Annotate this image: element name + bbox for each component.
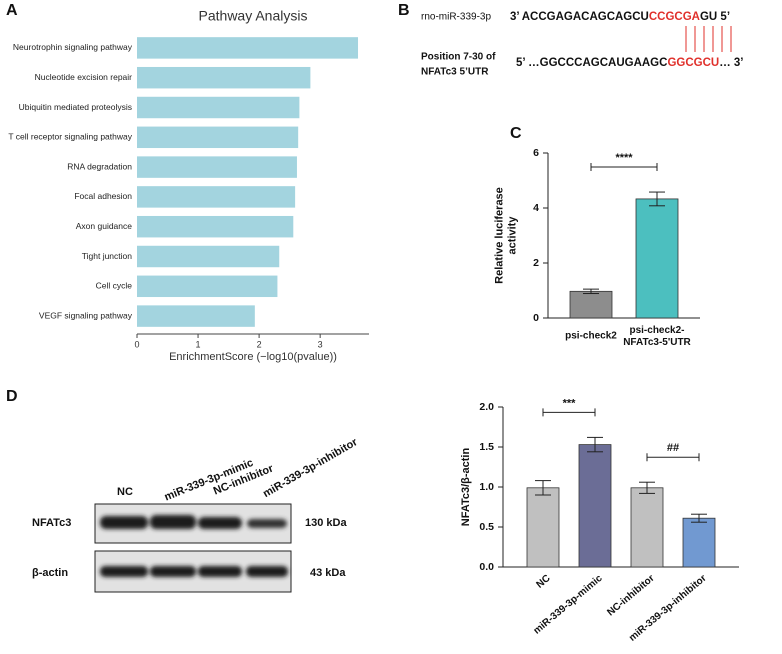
y-tick-label: Nucleotide excision repair [35, 72, 132, 82]
mirna-name: rno-miR-339-3p [421, 12, 491, 23]
bar [630, 487, 664, 568]
y-axis-label: NFATc3/β-actin [460, 448, 472, 527]
row-label: NFATc3 [32, 517, 71, 529]
target-name: NFATc3 5’UTR [421, 67, 489, 78]
significance-label: *** [563, 397, 577, 409]
significance-label: ## [667, 442, 679, 454]
x-tick-label: NC [534, 573, 552, 591]
bar [137, 126, 299, 149]
y-tick-label: 0 [533, 312, 539, 324]
y-tick-label: 1.0 [479, 481, 494, 493]
lane-label: miR-339-3p-inhibitor [261, 436, 360, 500]
x-tick-label: 2 [257, 339, 262, 349]
significance-label: **** [615, 152, 633, 164]
bar [137, 305, 255, 327]
bar [682, 517, 716, 568]
text-line: Relative luciferase [493, 187, 505, 284]
y-tick-label: 2.0 [479, 401, 494, 413]
bar [137, 156, 297, 178]
y-tick-label: VEGF signaling pathway [39, 310, 133, 320]
seed: GGCGCU [667, 57, 719, 69]
panel-label: A [6, 2, 18, 19]
y-tick-label: Tight junction [82, 251, 133, 261]
bar [569, 290, 613, 319]
y-tick-label: 2 [533, 257, 539, 269]
y-tick-label: Focal adhesion [74, 191, 132, 201]
y-tick-label: Ubiquitin mediated proteolysis [19, 102, 132, 112]
text-line: activity [507, 216, 519, 255]
bar [526, 487, 560, 568]
text-line: NFATc3-5'UTR [623, 337, 691, 348]
bar [137, 66, 311, 89]
row-label: β-actin [32, 567, 68, 579]
text-line: psi-check2- [629, 325, 684, 336]
bar [137, 275, 278, 298]
y-tick-label: RNA degradation [67, 161, 132, 171]
y-tick-label: 4 [533, 202, 539, 214]
x-tick-label: 0 [134, 339, 139, 349]
seq-part: … 3’ [719, 57, 743, 69]
panel-label: D [6, 388, 18, 405]
bar [137, 96, 300, 119]
size-label: 130 kDa [305, 517, 347, 529]
blot-image [94, 503, 292, 593]
target-sequence: 5’ …GGCCCAGCAUGAAGCGGCGCU… 3’ [516, 57, 743, 69]
x-tick-label: psi-check2-NFATc3-5'UTR [623, 325, 691, 348]
lane-label: NC [117, 486, 133, 498]
y-tick-label: 0.5 [479, 521, 494, 533]
bar [137, 37, 359, 59]
y-axis-label: Relative luciferaseactivity [493, 187, 518, 284]
bar [137, 245, 280, 268]
y-tick-label: 1.5 [479, 441, 494, 453]
seq-part: 3’ ACCGAGACAGCAGCU [510, 11, 649, 23]
target-name: Position 7-30 of [421, 52, 496, 63]
mirna-sequence: 3’ ACCGAGACAGCAGCUCCGCGAGU 5’ [510, 11, 730, 23]
y-tick-label: Axon guidance [76, 221, 133, 231]
pairing-lines [685, 26, 732, 52]
seed: CCGCGA [649, 11, 700, 23]
x-tick-label: psi-check2 [565, 331, 617, 342]
x-tick-label: NC-inhibitor [605, 573, 656, 619]
chart-title: Pathway Analysis [199, 8, 308, 24]
size-label: 43 kDa [310, 567, 346, 579]
bar [635, 198, 679, 319]
x-axis-label: EnrichmentScore (−log10(pvalue)) [169, 351, 337, 363]
y-tick-label: Cell cycle [96, 281, 133, 291]
bar [137, 215, 294, 238]
seq-part: 5’ …GGCCCAGCAUGAAGC [516, 57, 667, 69]
panel-label: B [398, 2, 410, 19]
y-tick-label: 6 [533, 147, 539, 159]
y-tick-label: Neurotrophin signaling pathway [13, 42, 133, 52]
bar [137, 186, 296, 208]
y-tick-label: T cell receptor signaling pathway [8, 132, 132, 142]
y-tick-label: 0.0 [479, 561, 494, 573]
panel-label: C [510, 125, 522, 142]
seq-part: GU 5’ [700, 11, 730, 23]
bar [578, 444, 612, 568]
x-tick-label: 3 [318, 339, 323, 349]
x-tick-label: 1 [196, 339, 201, 349]
